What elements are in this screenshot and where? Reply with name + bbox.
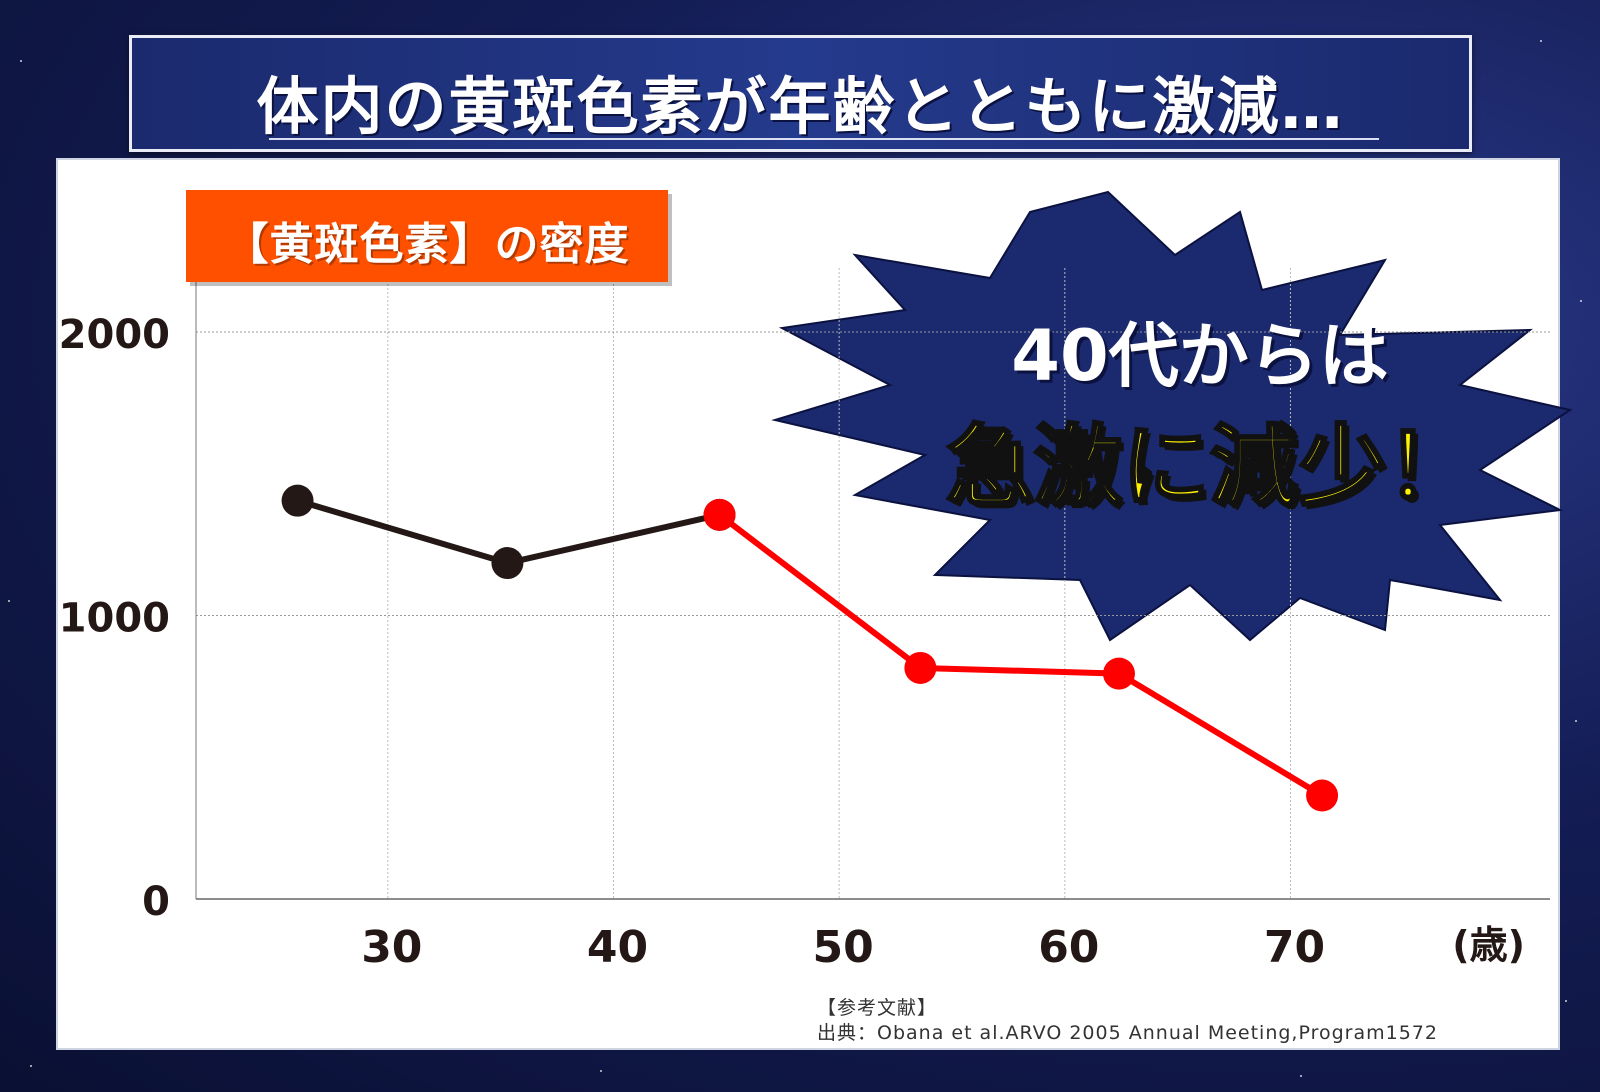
x-tick-label: 70 [1264, 922, 1325, 973]
starburst [771, 190, 1573, 642]
chart-label: 【黄斑色素】の密度 [224, 219, 630, 270]
series-line-1 [717, 512, 1324, 799]
x-unit-label: (歳) [1452, 923, 1525, 967]
page-title: 体内の黄斑色素が年齢とともに激減… [256, 70, 1345, 143]
series [281, 484, 1339, 812]
y-tick-label: 1000 [59, 596, 170, 642]
x-tick-label: 40 [587, 922, 648, 973]
reference-source: 出典：Obana et al.ARVO 2005 Annual Meeting,… [817, 1022, 1438, 1044]
title-underline [269, 138, 1379, 140]
tick-labels: 30 40 50 60 70 0 1000 2000 (歳) [59, 312, 1525, 973]
burst-headline: 40代からは [1011, 315, 1389, 397]
x-tick-label: 50 [813, 922, 874, 973]
y-tick-label: 0 [142, 879, 170, 925]
data-point [491, 547, 524, 580]
y-tick-label: 2000 [59, 312, 170, 358]
reference-heading: 【参考文献】 [817, 997, 938, 1019]
data-point [703, 498, 736, 531]
x-tick-label: 30 [361, 922, 422, 973]
data-point [1306, 779, 1339, 812]
data-point [281, 484, 314, 517]
data-point [904, 651, 937, 684]
data-point [1102, 657, 1135, 690]
burst-emphasis: 急激に減少！ [944, 414, 1475, 520]
axes [195, 268, 1550, 900]
title-banner: 体内の黄斑色素が年齢とともに激減… [129, 35, 1472, 152]
x-tick-label: 60 [1038, 922, 1099, 973]
chart-label-box: 【黄斑色素】の密度 [186, 190, 668, 282]
grid [196, 268, 1550, 899]
